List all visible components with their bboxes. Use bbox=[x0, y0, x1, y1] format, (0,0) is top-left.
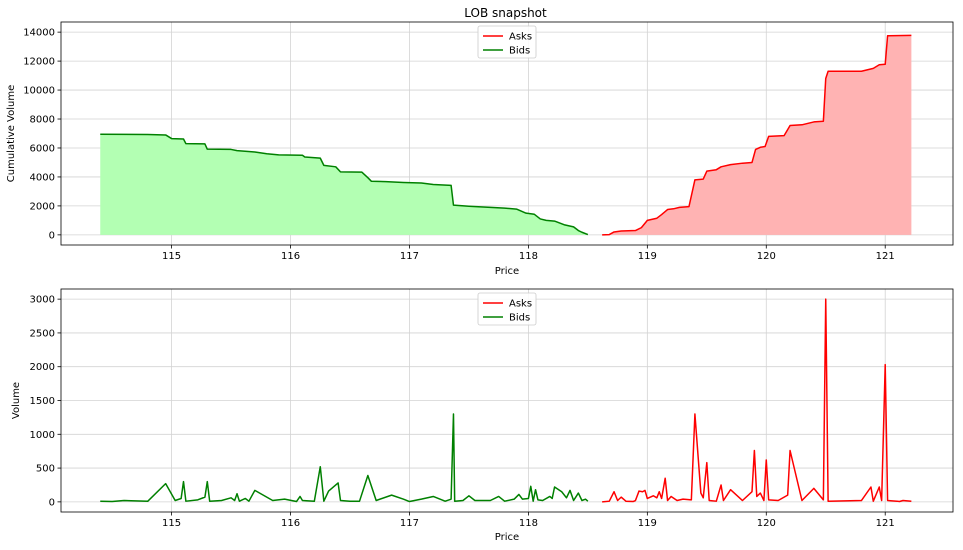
axes-frame bbox=[60, 21, 954, 246]
series-line-bids bbox=[100, 413, 589, 503]
y-tick-label: 6000 bbox=[30, 143, 55, 154]
area-fill-asks bbox=[602, 35, 912, 235]
x-tick-label: 115 bbox=[162, 251, 181, 262]
y-tick-label: 3000 bbox=[30, 295, 55, 306]
x-tick-label: 117 bbox=[400, 518, 419, 529]
y-tick-label: 0 bbox=[49, 230, 55, 241]
x-tick-label: 115 bbox=[162, 518, 181, 529]
x-tick-label: 121 bbox=[876, 518, 895, 529]
y-tick-label: 4000 bbox=[30, 172, 55, 183]
y-axis-label: Volume bbox=[11, 382, 22, 419]
legend: Asks Bids bbox=[477, 25, 537, 59]
x-axis-label: Price bbox=[495, 532, 519, 543]
volume-panel: 115 116 117 118 119 120 121 0 500 1000 1500 2000 250… bbox=[11, 288, 954, 543]
y-tick-label: 10000 bbox=[23, 86, 55, 97]
x-tick-label: 118 bbox=[519, 251, 538, 262]
series-line-asks bbox=[602, 298, 912, 503]
x-axis-label: Price bbox=[495, 266, 519, 277]
y-tick-label: 1500 bbox=[30, 396, 55, 407]
y-tick-label: 2000 bbox=[30, 362, 55, 373]
y-tick-label: 1000 bbox=[30, 430, 55, 441]
y-tick-label: 12000 bbox=[23, 57, 55, 68]
x-tick-label: 117 bbox=[400, 251, 419, 262]
x-tick-label: 120 bbox=[757, 251, 776, 262]
y-tick-label: 8000 bbox=[30, 115, 55, 126]
series-line-asks bbox=[602, 34, 912, 236]
x-tick-label: 116 bbox=[281, 518, 300, 529]
x-tick-label: 118 bbox=[519, 518, 538, 529]
series-line-bids bbox=[100, 133, 589, 236]
y-tick-label: 14000 bbox=[23, 28, 55, 39]
area-fill-bids bbox=[100, 134, 588, 235]
x-tick-label: 120 bbox=[757, 518, 776, 529]
y-tick-label: 0 bbox=[49, 497, 55, 508]
y-tick-label: 500 bbox=[36, 464, 55, 475]
legend-label-bids: Bids bbox=[509, 313, 530, 324]
x-tick-label: 116 bbox=[281, 251, 300, 262]
legend-label-bids: Bids bbox=[509, 46, 530, 57]
y-axis-label: Cumulative Volume bbox=[6, 85, 17, 182]
legend-label-asks: Asks bbox=[509, 299, 532, 310]
x-tick-label: 119 bbox=[638, 251, 657, 262]
y-tick-label: 2500 bbox=[30, 328, 55, 339]
x-tick-label: 121 bbox=[876, 251, 895, 262]
x-tick-label: 119 bbox=[638, 518, 657, 529]
chart-title: LOB snapshot bbox=[464, 6, 547, 20]
cumulative-volume-panel: LOB snapshot 115 116 117 118 119 120 121 0 2000 4… bbox=[6, 6, 954, 277]
y-tick-label: 2000 bbox=[30, 201, 55, 212]
legend-label-asks: Asks bbox=[509, 32, 532, 43]
legend: Asks Bids bbox=[477, 292, 537, 326]
